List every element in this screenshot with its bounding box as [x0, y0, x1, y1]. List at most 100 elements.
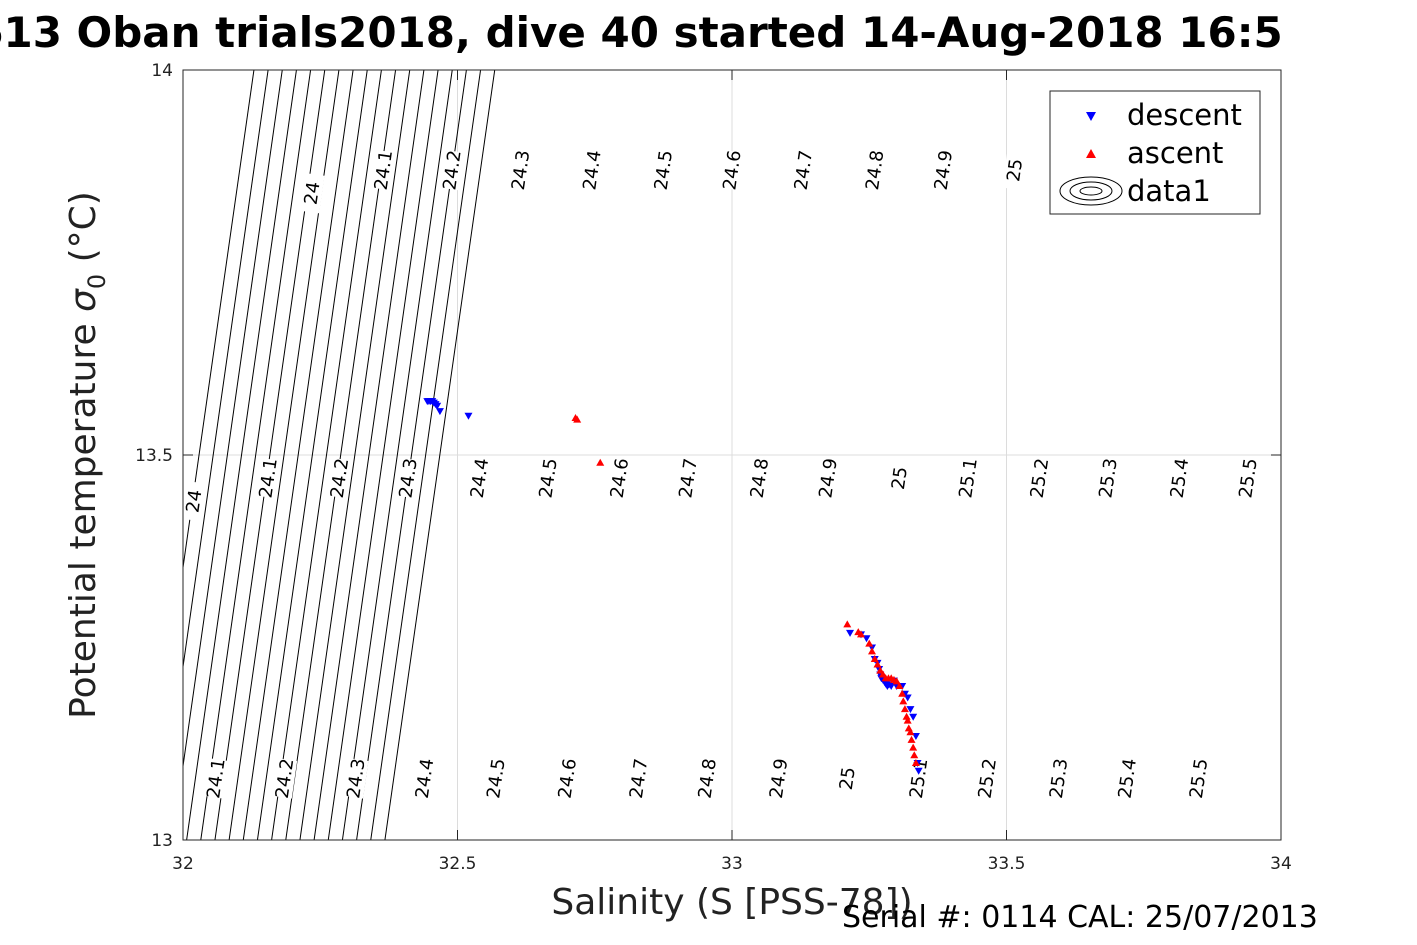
legend-descent-marker [1086, 112, 1096, 121]
contour-label-bg [343, 758, 369, 799]
legend-data1-label: data1 [1127, 174, 1211, 208]
descent-point [887, 683, 896, 690]
contour-label: 24.5 [535, 457, 561, 500]
ascent-point [870, 655, 879, 663]
contour-label-bg [930, 149, 956, 191]
contour-label-bg [483, 758, 509, 799]
descent-point [914, 767, 923, 775]
data-points [423, 398, 923, 775]
contour-label-bg [1095, 457, 1121, 499]
contour-label-bg [766, 758, 792, 799]
ascent-point [902, 712, 911, 720]
ascent-point [895, 682, 904, 689]
contour-label-bg [395, 457, 421, 499]
contour-label-bg [1002, 149, 1028, 191]
contour-label-bg [862, 149, 888, 191]
descent-point [435, 408, 444, 416]
ascent-point [903, 716, 912, 724]
contour-label: 24.6 [607, 457, 633, 500]
isopycnal-line [327, 70, 439, 840]
serial-calibration-note: Serial #: 0114 CAL: 25/07/2013 [842, 900, 1318, 935]
contour-label: 25.4 [1115, 757, 1141, 800]
isopycnal-line [271, 70, 382, 840]
descent-point [464, 412, 473, 420]
isopycnal-line [313, 70, 425, 840]
x-tick-label: 32 [172, 854, 194, 874]
ascent-point [843, 620, 852, 628]
contour-label-bg [974, 758, 1000, 799]
legend-data1-marker [1059, 176, 1123, 206]
contour-label: 24.8 [862, 149, 888, 192]
y-axis-label-main: Potential temperature [63, 312, 104, 719]
contour-label: 24.9 [815, 457, 841, 500]
contour-label-bg [326, 457, 353, 499]
contour-label: 24.6 [719, 149, 745, 192]
contour-label: 25 [836, 766, 860, 792]
ascent-point [596, 458, 605, 466]
contour-label-bg [1114, 758, 1140, 799]
contour-label: 24.1 [255, 457, 281, 500]
contour-label-bg [694, 758, 720, 799]
contour-label-bg [579, 149, 605, 191]
contour-label: 24.5 [483, 757, 509, 800]
isopycnal-line [256, 70, 368, 840]
ascent-point [911, 759, 920, 766]
contour-label: 24.4 [579, 149, 605, 192]
contour-label-bg [815, 457, 841, 499]
contour-label: 25.5 [1235, 457, 1261, 500]
contour-label-bg [906, 758, 932, 799]
contour-label: 25.3 [1046, 757, 1072, 800]
contour-label-bg [299, 172, 325, 214]
contour-label-bg [834, 758, 860, 799]
contour-label-bg [955, 457, 981, 499]
contour-label: 24.5 [651, 149, 677, 192]
x-tick-label: 32.5 [439, 854, 477, 874]
ascent-point [873, 660, 882, 668]
ascent-point [857, 630, 866, 638]
y-tick-label: 14 [151, 61, 173, 81]
y-axis-label-unit: (°C) [63, 191, 104, 274]
contour-label: 24.7 [626, 757, 652, 800]
contour-label-bg [606, 457, 633, 499]
contour-label-bg [439, 149, 465, 191]
contour-label-bg [1235, 457, 1261, 499]
legend: descent ascent data1 [1049, 90, 1261, 215]
contour-label: 24.7 [791, 149, 817, 192]
y-tick-label: 13 [151, 831, 173, 851]
ascent-point [899, 697, 908, 705]
isopycnal-line [299, 70, 411, 840]
contour-label-bg [1186, 758, 1212, 799]
contour-label-bg [535, 457, 561, 499]
descent-point [909, 713, 918, 721]
chart-title: 613 Oban trials2018, dive 40 started 14-… [0, 8, 1283, 57]
contour-label: 24.3 [508, 149, 534, 192]
contour-label: 24.7 [675, 457, 701, 500]
contour-label-bg [790, 149, 816, 191]
contour-label: 24.6 [555, 757, 581, 800]
isopycnal-line [384, 70, 496, 840]
contour-label-bg [650, 149, 676, 191]
contour-label-bg [719, 149, 745, 191]
contour-label: 24 [300, 180, 324, 206]
contour-label-bg [1046, 758, 1072, 799]
contour-label: 25.1 [955, 457, 981, 500]
contour-label: 24.4 [412, 757, 438, 800]
legend-descent-label: descent [1127, 98, 1242, 132]
ascent-point [573, 415, 582, 423]
contour-label-bg [1026, 457, 1053, 499]
contour-label-bg [181, 480, 207, 522]
contour-label: 25.5 [1186, 757, 1212, 800]
contour-label-bg [411, 758, 438, 799]
legend-box [1049, 90, 1261, 215]
contour-label: 24.3 [343, 757, 369, 800]
contour-label-bg [255, 457, 281, 499]
contour-labels: 24 24.1 24.2 24.3 24.4 24.5 24.6 24.7 24.8 24.9 25… [181, 149, 1262, 800]
isopycnal-line [183, 70, 283, 770]
contour-label: 25.3 [1095, 457, 1121, 500]
legend-ascent-marker [1086, 149, 1096, 158]
contour-label-bg [370, 149, 396, 191]
contour-label: 24.8 [747, 457, 773, 500]
x-tick-label: 33.5 [988, 854, 1026, 874]
density-contours [183, 70, 496, 840]
